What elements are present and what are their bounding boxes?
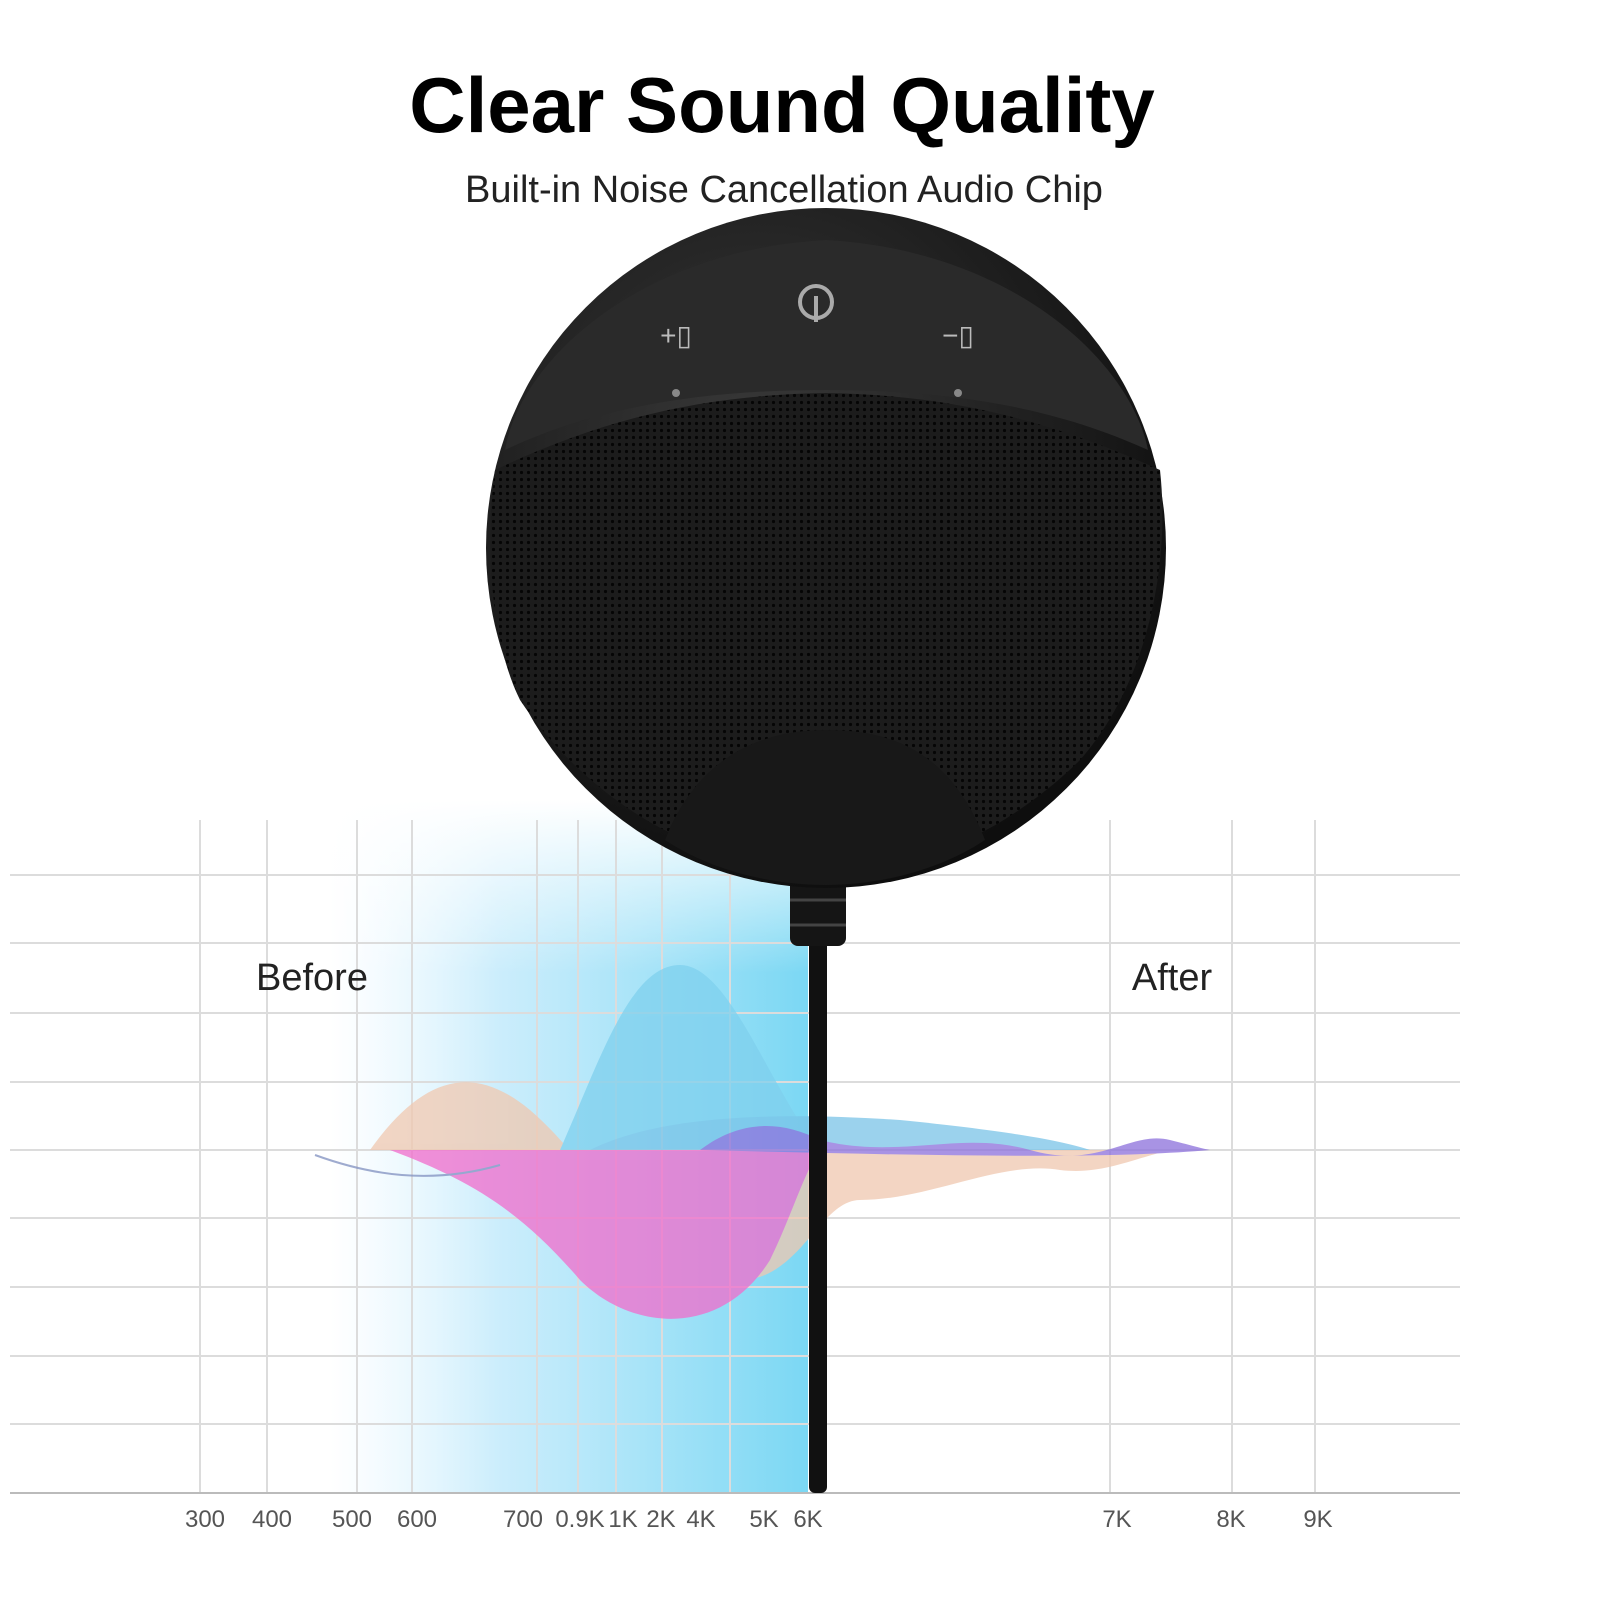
tick-label: 6K [793,1506,822,1533]
cable-strain-relief [790,876,846,946]
tick-label: 7K [1102,1506,1131,1533]
tick-label: 8K [1216,1506,1245,1533]
tick-label: 0.9K [555,1506,604,1533]
svg-text:+▯: +▯ [660,320,692,351]
tick-label: 300 [185,1506,225,1533]
after-label: After [1132,957,1213,999]
tick-label: 400 [252,1506,292,1533]
svg-text:−▯: −▯ [942,320,974,351]
tick-label: 4K [686,1506,715,1533]
title: Clear Sound Quality [409,61,1154,149]
tick-label: 600 [397,1506,437,1533]
x-axis-labels: 300 400 500 600 700 0.9K 1K 2K 4K 5K 6K … [185,1506,1333,1533]
waves [314,965,1210,1319]
subtitle: Built-in Noise Cancellation Audio Chip [465,169,1103,211]
tick-label: 5K [749,1506,778,1533]
tick-label: 1K [608,1506,637,1533]
tick-label: 700 [503,1506,543,1533]
tick-label: 500 [332,1506,372,1533]
before-label: Before [256,957,368,999]
cable [809,880,827,1493]
tick-label: 9K [1303,1506,1332,1533]
tick-label: 2K [646,1506,675,1533]
speaker: +▯ −▯ [486,208,1166,888]
